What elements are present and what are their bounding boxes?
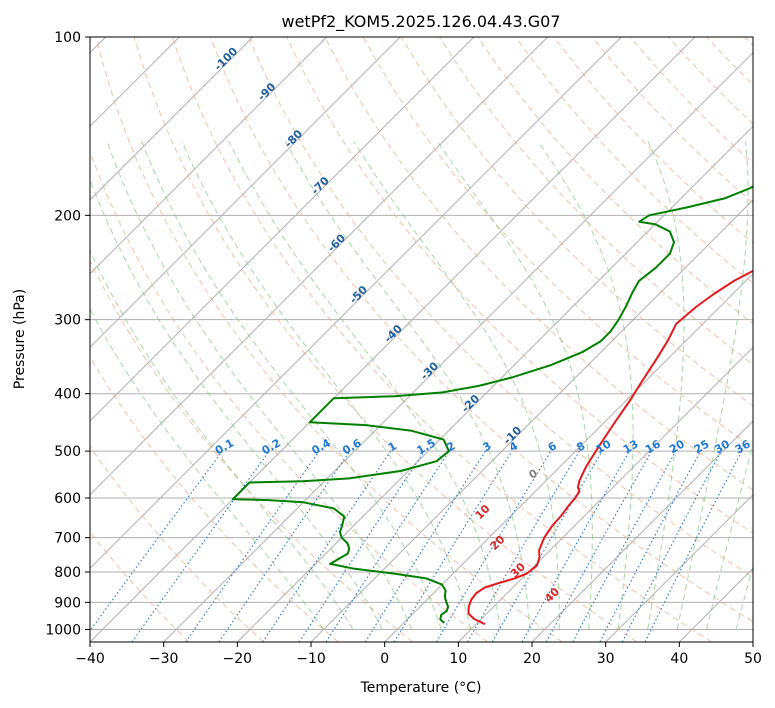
x-tick-label--100: −10 (296, 651, 326, 667)
axes: −40 −30 −20 −10 0 10 20 30 40 50 100 200 300 400 500 60… (45, 30, 762, 667)
isotherm--20 (236, 125, 753, 642)
isotherm-10 (457, 346, 753, 642)
isotherm--60 (90, 37, 549, 496)
isotherm-20 (531, 420, 753, 642)
x-tick-label-0: 0 (380, 651, 389, 667)
moist-adiabat-340 (647, 141, 685, 630)
x-tick-label-300: 30 (597, 651, 615, 667)
background-lines (90, 37, 753, 642)
mixing-ratio-line-15 (298, 450, 425, 642)
isotherm--40 (90, 37, 696, 642)
moist-adiabat-380 (676, 141, 749, 630)
dry-adiabat-600 (248, 37, 753, 578)
y-tick-label-400: 400 (54, 387, 81, 403)
moist-adiabat-180 (284, 141, 531, 630)
x-tick-label--300: −30 (149, 651, 179, 667)
dry-adiabat-300 (133, 37, 638, 642)
dry-adiabat-700 (286, 37, 753, 534)
moist-adiabat-460 (735, 564, 753, 630)
y-tick-label-200: 200 (54, 208, 81, 224)
moist-adiabat-100 (181, 141, 472, 630)
moist-adiabat-60 (141, 141, 442, 630)
chart-title: wetPf2_KOM5.2025.126.04.43.G07 (281, 12, 560, 32)
mixing-ratio-line-130 (521, 450, 630, 642)
mixing-ratio-line-20 (325, 450, 450, 642)
mixing-ratio-line-40 (393, 450, 513, 642)
x-tick-label-100: 10 (449, 651, 467, 667)
y-tick-label-300: 300 (54, 313, 81, 329)
isotherm-30 (605, 493, 753, 642)
x-tick-label--400: −40 (75, 651, 105, 667)
dewpoint-profile (231, 185, 753, 624)
moist-adiabat--100 (90, 308, 324, 630)
profile-lines (231, 185, 753, 626)
x-tick-label-200: 20 (523, 651, 541, 667)
y-tick-label-500: 500 (54, 444, 81, 460)
mixing-ratio-line-6 (218, 450, 351, 642)
dry-adiabat-400 (171, 37, 712, 642)
moist-adiabat-260 (436, 141, 593, 630)
isotherm-0 (384, 272, 753, 642)
moist-adiabat-220 (353, 141, 560, 630)
isotherm--70 (90, 37, 475, 422)
dry-adiabat-0 (90, 259, 414, 642)
moist-adiabat-420 (706, 441, 753, 630)
isotherm--50 (90, 37, 622, 570)
y-axis-label: Pressure (hPa) (12, 289, 28, 389)
dry-adiabat-200 (95, 37, 563, 642)
y-tick-label-700: 700 (54, 531, 81, 547)
x-tick-label--200: −20 (223, 651, 253, 667)
mixing-ratio-line-200 (572, 450, 677, 642)
plot-frame (89, 36, 754, 643)
moist-adiabat--20 (90, 178, 383, 630)
isotherm--80 (90, 37, 401, 349)
moist-adiabat--60 (90, 249, 354, 630)
dry-adiabat-1300 (515, 37, 753, 284)
isotherm--30 (163, 51, 753, 642)
x-axis-label: Temperature (°C) (360, 680, 482, 696)
y-tick-label-800: 800 (54, 565, 81, 581)
mixing-ratio-line-360 (644, 450, 743, 642)
dry-adiabat-500 (210, 37, 753, 623)
moist-adiabat-20 (106, 141, 413, 630)
dry-adiabat--100 (90, 356, 339, 642)
mixing-ratio-line-10 (262, 450, 392, 642)
mixing-ratio-line-160 (545, 450, 653, 642)
mixing-ratio-line-2 (131, 450, 270, 642)
x-tick-label-400: 40 (670, 651, 688, 667)
y-tick-label-100: 100 (54, 30, 81, 46)
dry-adiabat--200 (90, 445, 264, 642)
isotherm--100 (90, 37, 254, 201)
x-tick-label-500: 50 (744, 651, 762, 667)
mixing-ratio-line-1 (90, 450, 223, 632)
y-tick-label-900: 900 (54, 595, 81, 611)
temperature-profile (467, 269, 753, 626)
y-tick-label-600: 600 (54, 491, 81, 507)
dry-adiabat-800 (324, 37, 753, 491)
y-tick-label-1000: 1000 (45, 622, 81, 638)
isotherm--90 (90, 37, 328, 275)
mixing-ratio-line-4 (185, 450, 320, 642)
moist-adiabat-140 (228, 141, 501, 630)
